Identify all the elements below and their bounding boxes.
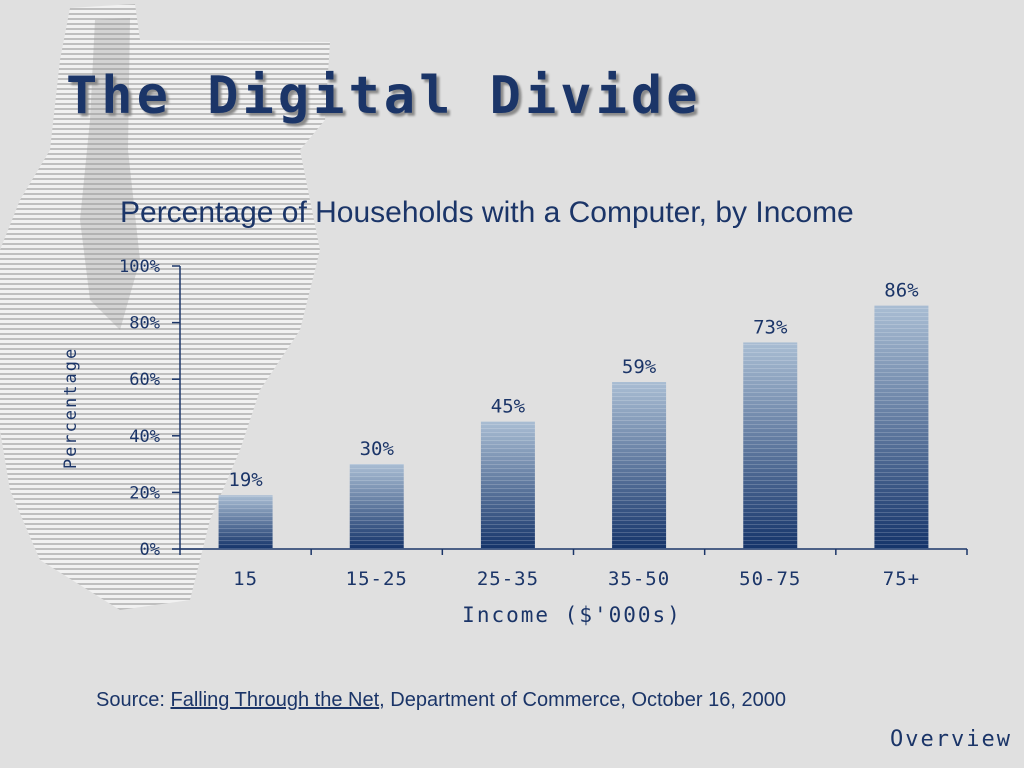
bar-texture [874, 305, 929, 549]
x-tick-label: 75+ [883, 568, 920, 590]
y-tick-label: 100% [119, 257, 160, 277]
x-tick-label: 35-50 [608, 568, 670, 590]
y-axis-label: Percentage [61, 347, 81, 469]
striped-silhouette-decoration [0, 4, 330, 610]
bar-value-label: 30% [360, 438, 395, 460]
x-tick-label: 25-35 [477, 568, 539, 590]
bar-texture [612, 382, 667, 549]
bar-texture [349, 464, 404, 549]
y-tick-label: 0% [140, 540, 160, 560]
bar-texture [743, 342, 798, 549]
bar-value-label: 59% [622, 356, 657, 378]
overview-link[interactable]: Overview [890, 727, 1012, 752]
x-tick-label: 15 [233, 568, 258, 590]
bar-value-label: 73% [753, 316, 788, 338]
x-tick-label: 50-75 [739, 568, 801, 590]
bar-value-label: 19% [228, 469, 263, 491]
x-axis-label: Income ($'000s) [462, 603, 682, 627]
chart-title: Percentage of Households with a Computer… [120, 196, 854, 229]
chart-axes: 0% 20% 40% 60% 80% 100% 15 15-25 25-35 35-50 50-75… [119, 257, 968, 590]
source-link[interactable]: Falling Through the Net [170, 689, 380, 711]
bar-texture [218, 495, 273, 549]
y-tick-label: 40% [129, 427, 160, 447]
y-tick-label: 60% [129, 370, 160, 390]
chart-bars: 19% 30% 45% 59% 73% 86% [218, 280, 929, 549]
source-citation: Source: Falling Through the Net, Departm… [96, 689, 786, 712]
x-tick-label: 15-25 [346, 568, 408, 590]
bar-value-label: 86% [884, 280, 919, 302]
slide-title: The Digital Divide [66, 66, 702, 126]
y-tick-label: 20% [129, 483, 160, 503]
source-suffix: , Department of Commerce, October 16, 20… [379, 689, 786, 711]
source-prefix: Source: [96, 689, 171, 711]
y-tick-label: 80% [129, 314, 160, 334]
bar-value-label: 45% [491, 396, 526, 418]
bar-texture [480, 421, 535, 549]
